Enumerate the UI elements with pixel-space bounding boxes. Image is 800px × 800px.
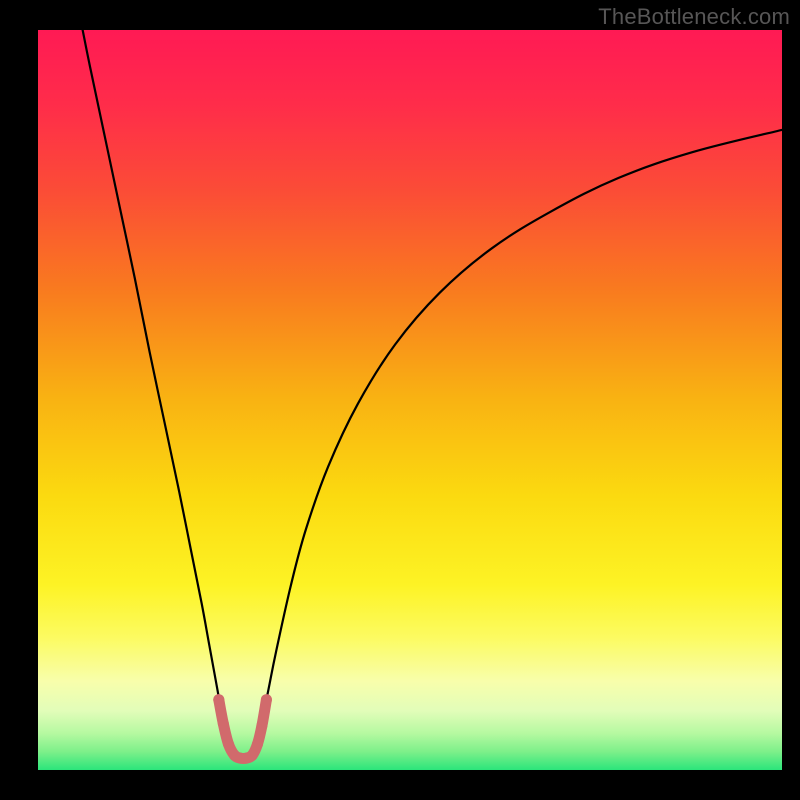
plot-background <box>38 30 782 770</box>
valley-dot <box>213 694 224 705</box>
plot-svg <box>0 0 800 800</box>
valley-dot <box>261 694 272 705</box>
valley-dot <box>247 750 258 761</box>
bottleneck-chart: TheBottleneck.com <box>0 0 800 800</box>
valley-dot <box>218 718 229 729</box>
watermark-text: TheBottleneck.com <box>598 4 790 30</box>
valley-dot <box>223 739 234 750</box>
valley-dot <box>252 739 263 750</box>
valley-dot <box>256 720 267 731</box>
